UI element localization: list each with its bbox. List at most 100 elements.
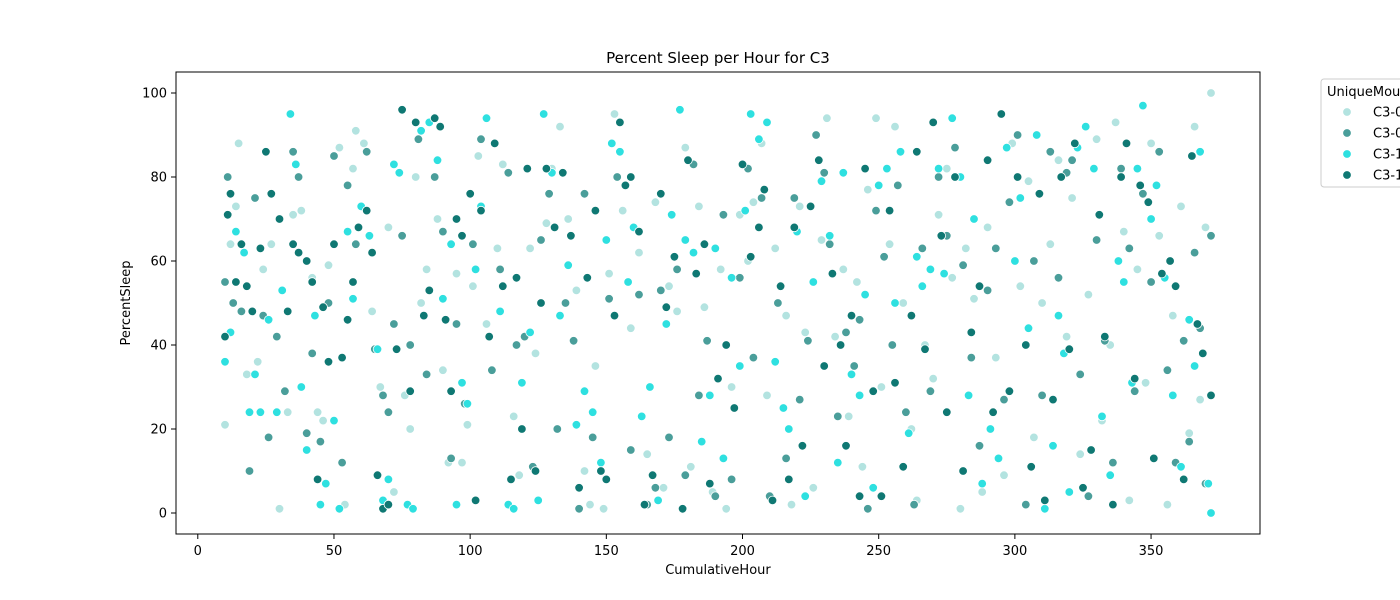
data-point bbox=[511, 340, 522, 350]
data-point bbox=[726, 474, 737, 485]
y-tick-label: 20 bbox=[150, 423, 167, 438]
data-point bbox=[874, 180, 884, 191]
data-point bbox=[756, 193, 767, 203]
data-point bbox=[457, 231, 467, 241]
data-point bbox=[609, 109, 620, 119]
data-point bbox=[1053, 273, 1064, 283]
data-point bbox=[233, 138, 244, 149]
data-point bbox=[1146, 277, 1156, 287]
data-point bbox=[1075, 369, 1085, 380]
data-point bbox=[419, 310, 429, 321]
data-point bbox=[585, 499, 595, 510]
data-point bbox=[721, 340, 731, 350]
data-point bbox=[999, 394, 1009, 405]
data-point bbox=[642, 449, 652, 459]
data-point bbox=[726, 382, 737, 392]
data-point bbox=[348, 163, 358, 174]
data-point bbox=[789, 193, 800, 203]
data-point bbox=[789, 222, 800, 233]
data-point bbox=[1184, 315, 1194, 325]
data-point bbox=[468, 281, 478, 291]
data-point bbox=[1037, 390, 1047, 401]
data-point bbox=[961, 243, 971, 254]
data-point bbox=[389, 319, 399, 329]
data-point bbox=[367, 306, 377, 317]
data-point bbox=[868, 483, 878, 493]
data-point bbox=[1080, 121, 1091, 132]
data-point bbox=[797, 441, 808, 451]
data-point bbox=[514, 470, 524, 480]
data-point bbox=[912, 252, 922, 262]
y-tick-label: 0 bbox=[159, 507, 167, 522]
data-point bbox=[939, 268, 949, 279]
data-point bbox=[555, 121, 565, 132]
data-point bbox=[383, 474, 394, 485]
data-point bbox=[849, 361, 859, 371]
y-tick-label: 80 bbox=[150, 171, 167, 186]
legend-marker bbox=[1342, 149, 1352, 159]
data-point bbox=[312, 474, 323, 485]
data-point bbox=[522, 163, 533, 174]
data-point bbox=[220, 420, 230, 430]
data-point bbox=[740, 205, 750, 216]
data-point bbox=[250, 369, 260, 380]
data-point bbox=[1154, 147, 1164, 157]
data-point bbox=[735, 273, 745, 283]
data-point bbox=[969, 214, 979, 224]
data-point bbox=[1138, 189, 1148, 199]
data-point bbox=[487, 365, 497, 375]
data-point bbox=[337, 457, 347, 468]
data-point bbox=[451, 499, 462, 510]
data-point bbox=[664, 432, 674, 443]
data-point bbox=[236, 239, 247, 249]
data-point bbox=[1129, 386, 1140, 396]
data-point bbox=[563, 214, 573, 224]
data-point bbox=[1176, 462, 1186, 472]
data-point bbox=[955, 504, 966, 514]
data-point bbox=[680, 235, 691, 245]
data-point bbox=[647, 470, 658, 480]
data-point bbox=[473, 151, 484, 161]
data-point bbox=[1162, 499, 1173, 510]
data-point bbox=[1029, 256, 1039, 266]
data-point bbox=[620, 180, 631, 191]
legend-marker bbox=[1342, 107, 1352, 117]
data-point bbox=[746, 252, 756, 262]
data-point bbox=[490, 138, 500, 149]
data-point bbox=[1143, 197, 1154, 207]
data-point bbox=[468, 239, 478, 249]
data-point bbox=[754, 222, 764, 233]
data-point bbox=[296, 205, 307, 216]
data-point bbox=[315, 499, 326, 510]
data-point bbox=[1170, 281, 1181, 291]
data-point bbox=[683, 155, 693, 165]
data-point bbox=[991, 352, 1001, 363]
data-point bbox=[457, 457, 467, 468]
data-point bbox=[626, 172, 636, 182]
data-point bbox=[411, 117, 421, 128]
data-point bbox=[846, 310, 857, 321]
data-point bbox=[220, 277, 230, 287]
data-point bbox=[1200, 222, 1211, 233]
data-point bbox=[988, 407, 998, 417]
data-point bbox=[470, 264, 481, 275]
data-point bbox=[1140, 378, 1151, 388]
legend-label: C3-1 bbox=[1373, 148, 1400, 163]
data-point bbox=[579, 466, 590, 476]
data-point bbox=[928, 117, 938, 128]
data-point bbox=[819, 168, 829, 178]
data-point bbox=[1105, 470, 1115, 480]
data-point bbox=[721, 504, 731, 514]
data-point bbox=[222, 210, 233, 220]
data-point bbox=[784, 474, 794, 485]
data-point bbox=[735, 361, 745, 371]
data-point bbox=[239, 247, 249, 258]
x-axis-label: CumulativeHour bbox=[665, 563, 771, 578]
data-point bbox=[432, 155, 443, 165]
data-point bbox=[1037, 298, 1047, 308]
data-point bbox=[1129, 373, 1140, 384]
data-point bbox=[1048, 394, 1058, 405]
data-point bbox=[351, 126, 361, 136]
data-point bbox=[1203, 478, 1214, 489]
data-point bbox=[1040, 504, 1050, 514]
